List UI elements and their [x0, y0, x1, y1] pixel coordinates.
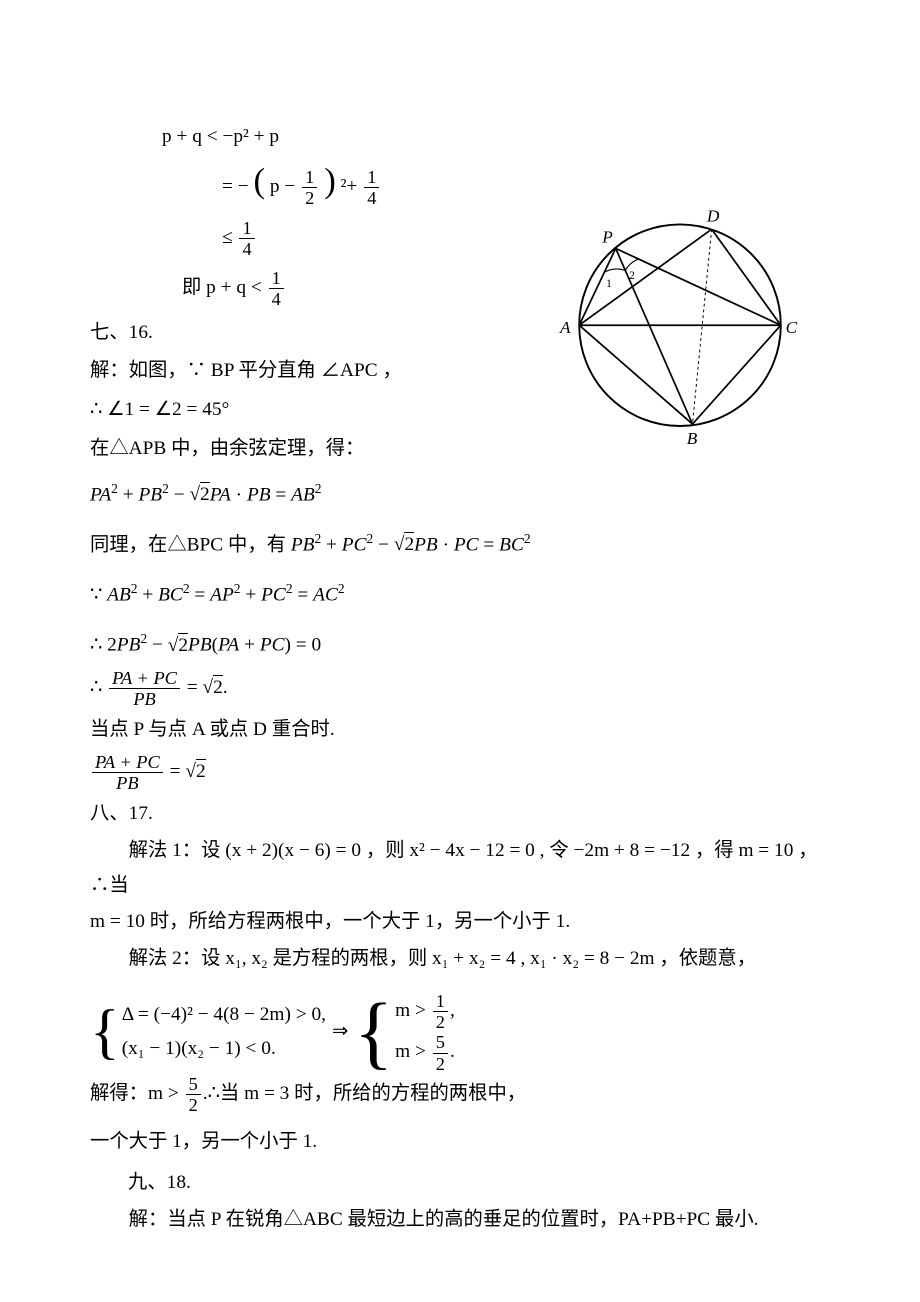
sec6-l2-post: ²+ [341, 176, 358, 197]
line-dc [712, 229, 781, 325]
res-n: 5 [186, 1074, 201, 1095]
sec7-l8-num: PA + PC [109, 668, 180, 689]
sec8-m1b: m = 10 时，所给方程两根中，一个大于 1，另一个小于 1. [90, 905, 830, 940]
f3n: 1 [239, 218, 254, 239]
s2a-pre: m > [395, 1000, 426, 1021]
sec6-l4-pre: 即 p + q < [182, 277, 262, 298]
sec8-brace1: { Δ = (−4)² − 4(8 − 2m) > 0, (x₁ − 1)(x₂… [90, 998, 326, 1068]
f1d: 2 [302, 188, 317, 208]
label-p: P [601, 228, 613, 247]
sec8-heading: 八、17. [90, 797, 830, 832]
s2a-post: , [450, 1000, 455, 1021]
sec7-l8-pre: ∴ [90, 677, 102, 698]
label-angle1: 1 [606, 278, 612, 290]
label-a: A [559, 318, 571, 337]
sec8-tail: 一个大于 1，另一个小于 1. [90, 1125, 830, 1160]
f2d: 4 [364, 188, 379, 208]
sec6-l3-op: ≤ [222, 227, 233, 248]
sec8-sys2a: m > 12, [395, 1000, 455, 1021]
sec7-l10-num: PA + PC [92, 752, 163, 773]
sec7-l6: ∵ AB2 + BC2 = AP2 + PC2 = AC2 [90, 577, 830, 613]
line-ab [579, 325, 692, 424]
f4d: 4 [269, 289, 284, 309]
label-d: D [706, 210, 720, 226]
s2b-n: 5 [433, 1032, 448, 1053]
line-ad [579, 229, 711, 325]
sec7-l8: ∴ PA + PCPB = 2. [90, 668, 830, 709]
sec8-sys2b: m > 52. [395, 1041, 455, 1062]
s2a-n: 1 [433, 991, 448, 1012]
angle-arc-2 [625, 259, 638, 271]
sec7-l9: 当点 P 与点 A 或点 D 重合时. [90, 713, 830, 748]
f2n: 1 [364, 167, 379, 188]
s2b-d: 2 [433, 1054, 448, 1074]
sec7-l4: PA2 + PB2 − 2PA · PB = AB2 [90, 477, 830, 513]
s2b-pre: m > [395, 1041, 426, 1062]
page: A C D B P 1 2 p + q < −p² + p = − ( p − … [0, 0, 920, 1299]
s2a-d: 2 [433, 1012, 448, 1032]
sec7-l8-den: PB [109, 689, 180, 709]
sec6-l1: p + q < −p² + p [162, 114, 830, 160]
line-pb [616, 248, 693, 424]
line-db-dash [692, 229, 711, 424]
sec7-l7: ∴ 2PB2 − 2PB(PA + PC) = 0 [90, 627, 830, 663]
sec8-brace2: { m > 12, m > 52. [354, 991, 455, 1074]
sec9-l1: 解：当点 P 在锐角△ABC 最短边上的高的垂足的位置时，PA+PB+PC 最小… [90, 1203, 830, 1238]
f4n: 1 [269, 268, 284, 289]
label-angle2: 2 [629, 270, 635, 282]
sec6-l2: = − ( p − 12 ) ²+ 14 [222, 164, 830, 210]
sec7-l10: PA + PCPB = 2 [90, 752, 830, 793]
sec6-l2-pre: = − [222, 176, 249, 197]
res-post: .∴当 m = 3 时，所给的方程的两根中， [203, 1083, 526, 1104]
label-b: B [687, 429, 698, 448]
label-c: C [786, 318, 798, 337]
res-d: 2 [186, 1095, 201, 1115]
sec9-heading: 九、18. [128, 1166, 830, 1201]
sec8-m2: 解法 2：设 x₁, x₂ 是方程的两根，则 x₁ + x₂ = 4 , x₁ … [90, 942, 830, 977]
sec7-l5: 同理，在△BPC 中，有 PB2 + PC2 − 2PB · PC = BC2 [90, 527, 830, 563]
sec7-l10-post: = 2 [170, 761, 206, 782]
angle-arc-1 [604, 269, 625, 272]
f3d: 4 [239, 239, 254, 259]
f1n: 1 [302, 167, 317, 188]
sec8-arrow: ⇒ [332, 1015, 348, 1050]
s2b-post: . [450, 1041, 455, 1062]
res-pre: 解得：m > [90, 1083, 179, 1104]
sec7-l8-post: = 2. [187, 677, 228, 698]
sec8-m1a: 解法 1：设 (x + 2)(x − 6) = 0 ，则 x² − 4x − 1… [90, 834, 830, 904]
sec8-sys1a: Δ = (−4)² − 4(8 − 2m) > 0, [122, 1004, 326, 1025]
sec6-l2-inner: p − [270, 176, 295, 197]
sec8-res: 解得：m > 52.∴当 m = 3 时，所给的方程的两根中， [90, 1074, 526, 1115]
sec8-sys1b: (x₁ − 1)(x₂ − 1) < 0. [122, 1038, 276, 1059]
sec7-l10-den: PB [92, 773, 163, 793]
sec8-system: { Δ = (−4)² − 4(8 − 2m) > 0, (x₁ − 1)(x₂… [90, 991, 830, 1115]
geometry-figure: A C D B P 1 2 [550, 210, 810, 450]
